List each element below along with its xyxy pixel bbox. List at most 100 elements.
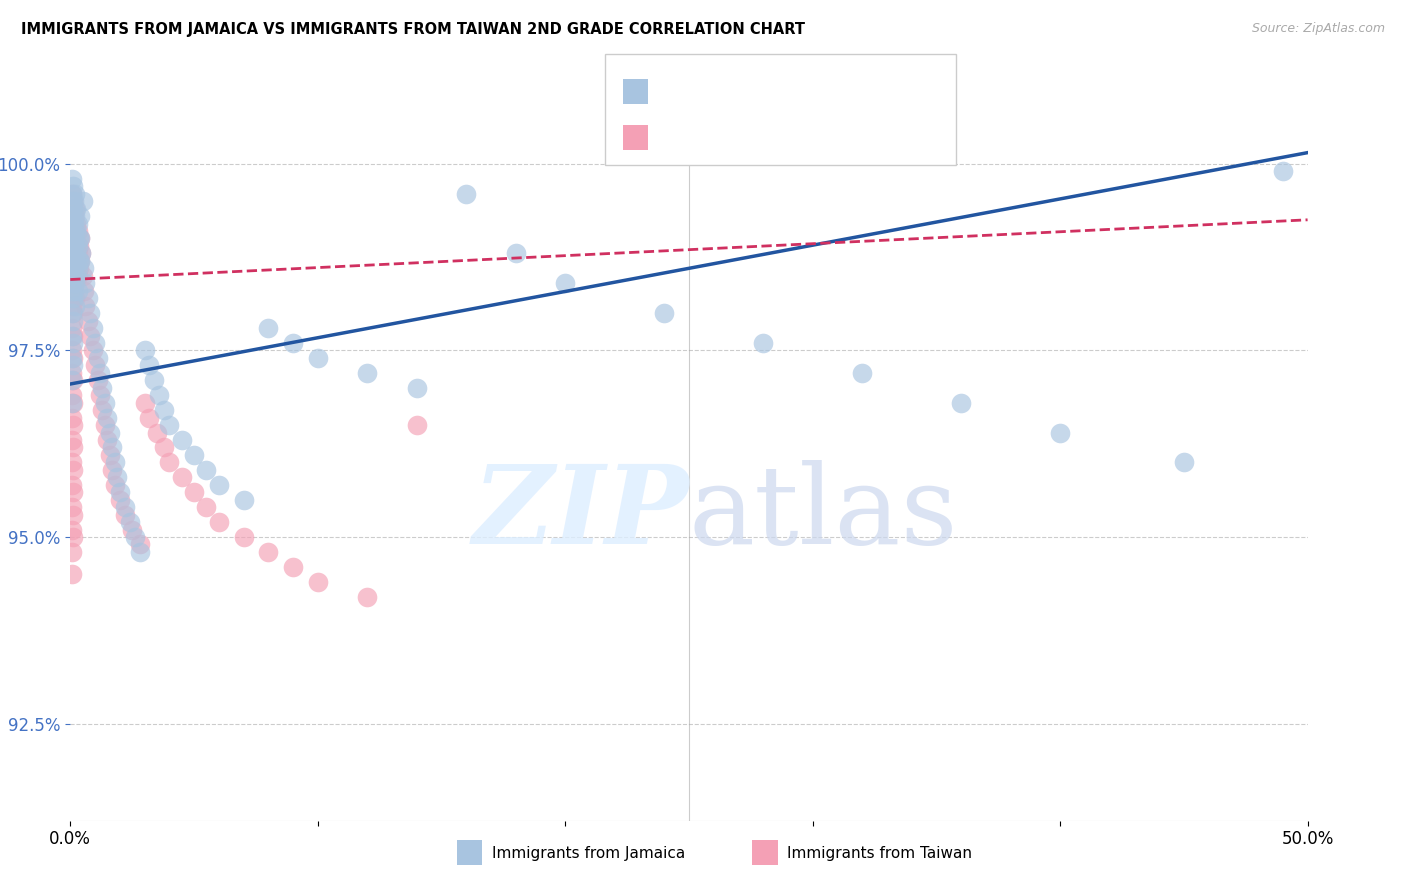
Point <box>170 470 193 484</box>
Point <box>65 246 87 260</box>
Point <box>86 351 108 365</box>
Point <box>752 335 775 350</box>
Point <box>60 209 83 223</box>
Point <box>91 381 114 395</box>
Point <box>62 179 84 194</box>
Point <box>138 359 160 373</box>
Point <box>128 545 150 559</box>
Point <box>75 299 97 313</box>
Point <box>91 403 114 417</box>
Point <box>65 202 87 216</box>
Point <box>65 277 87 291</box>
Point <box>82 321 104 335</box>
Point <box>62 335 84 350</box>
Point <box>66 239 89 253</box>
Text: IMMIGRANTS FROM JAMAICA VS IMMIGRANTS FROM TAIWAN 2ND GRADE CORRELATION CHART: IMMIGRANTS FROM JAMAICA VS IMMIGRANTS FR… <box>21 22 806 37</box>
Point <box>76 291 98 305</box>
Point <box>63 253 86 268</box>
Point <box>232 492 254 507</box>
Point <box>183 485 205 500</box>
Text: R =  0.312   N = 96: R = 0.312 N = 96 <box>658 79 834 98</box>
Point <box>65 299 87 313</box>
Point <box>60 291 83 305</box>
Point <box>63 209 86 223</box>
Point <box>148 388 170 402</box>
Point <box>63 239 86 253</box>
Point <box>60 224 83 238</box>
Point <box>62 268 84 283</box>
Point <box>67 239 90 253</box>
Point <box>101 463 124 477</box>
Point <box>65 231 87 245</box>
Point <box>72 268 94 283</box>
Point <box>65 186 87 201</box>
Point <box>62 530 84 544</box>
Point <box>63 277 86 291</box>
Point <box>281 335 304 350</box>
Point <box>67 261 90 276</box>
Point <box>69 253 91 268</box>
Point <box>652 306 675 320</box>
Point <box>170 433 193 447</box>
Point <box>73 284 96 298</box>
Point <box>157 418 180 433</box>
Point <box>60 231 83 245</box>
Point <box>108 485 131 500</box>
Point <box>60 299 83 313</box>
Text: ZIP: ZIP <box>472 459 689 567</box>
Point <box>66 284 89 298</box>
Point <box>62 508 84 522</box>
Point <box>69 231 91 245</box>
Point <box>114 508 136 522</box>
Point <box>60 455 83 469</box>
Point <box>66 224 89 238</box>
Point <box>60 261 83 276</box>
Point <box>62 239 84 253</box>
Point <box>60 231 83 245</box>
Point <box>62 194 84 209</box>
Point <box>79 306 101 320</box>
Point <box>60 306 83 320</box>
Point <box>1271 164 1294 178</box>
Point <box>62 217 84 231</box>
Point <box>89 366 111 380</box>
Point <box>456 186 478 201</box>
Point <box>67 253 90 268</box>
Point <box>60 277 83 291</box>
Point <box>183 448 205 462</box>
Point <box>62 441 84 455</box>
Point <box>195 500 218 515</box>
Point <box>62 418 84 433</box>
Point <box>65 253 87 268</box>
Point <box>505 246 527 260</box>
Point <box>65 224 87 238</box>
Point <box>153 441 176 455</box>
Point <box>94 418 117 433</box>
Point <box>76 313 98 327</box>
Point <box>60 433 83 447</box>
Point <box>257 545 280 559</box>
Point <box>60 209 83 223</box>
Point <box>118 515 141 529</box>
Point <box>86 373 108 387</box>
Point <box>84 359 107 373</box>
Point <box>405 381 427 395</box>
Point <box>104 455 127 469</box>
Point <box>60 321 83 335</box>
Point <box>104 477 127 491</box>
Point <box>60 268 83 283</box>
Point <box>60 366 83 380</box>
Point <box>60 186 83 201</box>
Point <box>60 284 83 298</box>
Point <box>96 433 118 447</box>
Point <box>114 500 136 515</box>
Point <box>65 224 87 238</box>
Point <box>121 523 143 537</box>
Point <box>60 351 83 365</box>
Point <box>62 224 84 238</box>
Point <box>307 574 329 589</box>
Point <box>62 463 84 477</box>
Point <box>65 202 87 216</box>
Point <box>63 231 86 245</box>
Point <box>124 530 146 544</box>
